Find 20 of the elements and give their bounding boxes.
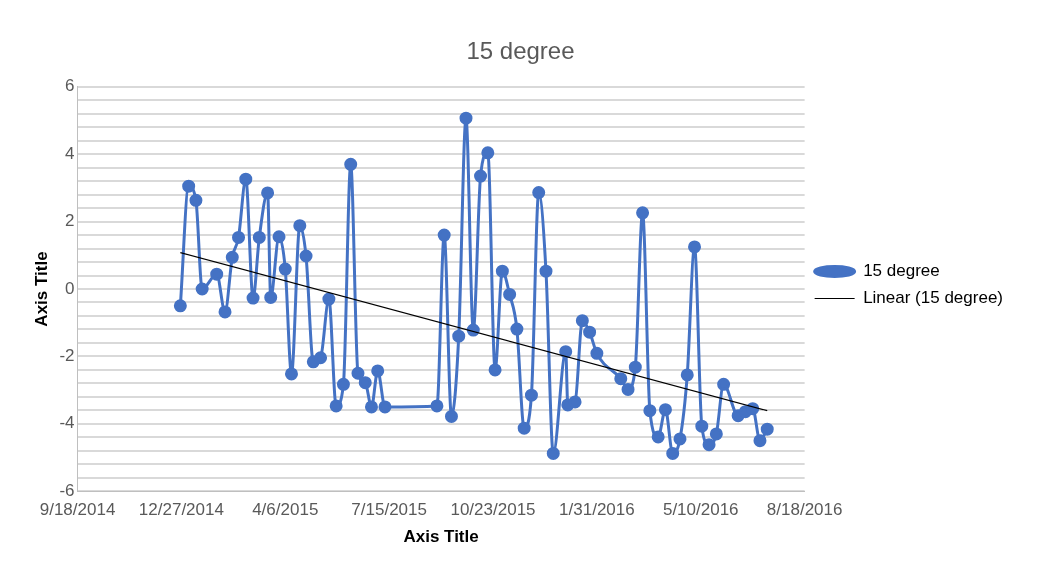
chart-title: 15 degree (466, 37, 575, 65)
y-tick-label: -4 (59, 413, 75, 433)
x-tick-label: 7/15/2015 (351, 500, 427, 520)
y-axis-title: Axis Title (31, 251, 51, 327)
x-tick-label: 4/6/2015 (252, 500, 319, 520)
y-tick-label: -2 (59, 346, 75, 366)
y-tick-label: 0 (65, 278, 75, 298)
x-tick-label: 5/10/2016 (662, 500, 739, 520)
x-tick-label: 12/27/2014 (138, 500, 224, 520)
y-tick-label: 6 (65, 76, 75, 96)
x-tick-label: 10/23/2015 (450, 500, 536, 520)
x-tick-label: 9/18/2014 (39, 500, 116, 520)
x-tick-label: 8/18/2016 (766, 500, 843, 520)
y-tick-label: -6 (59, 480, 75, 500)
x-tick-label: 1/31/2016 (559, 500, 635, 520)
y-tick-label: 2 (65, 211, 75, 231)
legend-label: Linear (15 degree) (863, 288, 1004, 308)
legend-label: 15 degree (863, 261, 940, 281)
x-axis-title: Axis Title (403, 527, 479, 547)
y-tick-label: 4 (65, 143, 75, 163)
